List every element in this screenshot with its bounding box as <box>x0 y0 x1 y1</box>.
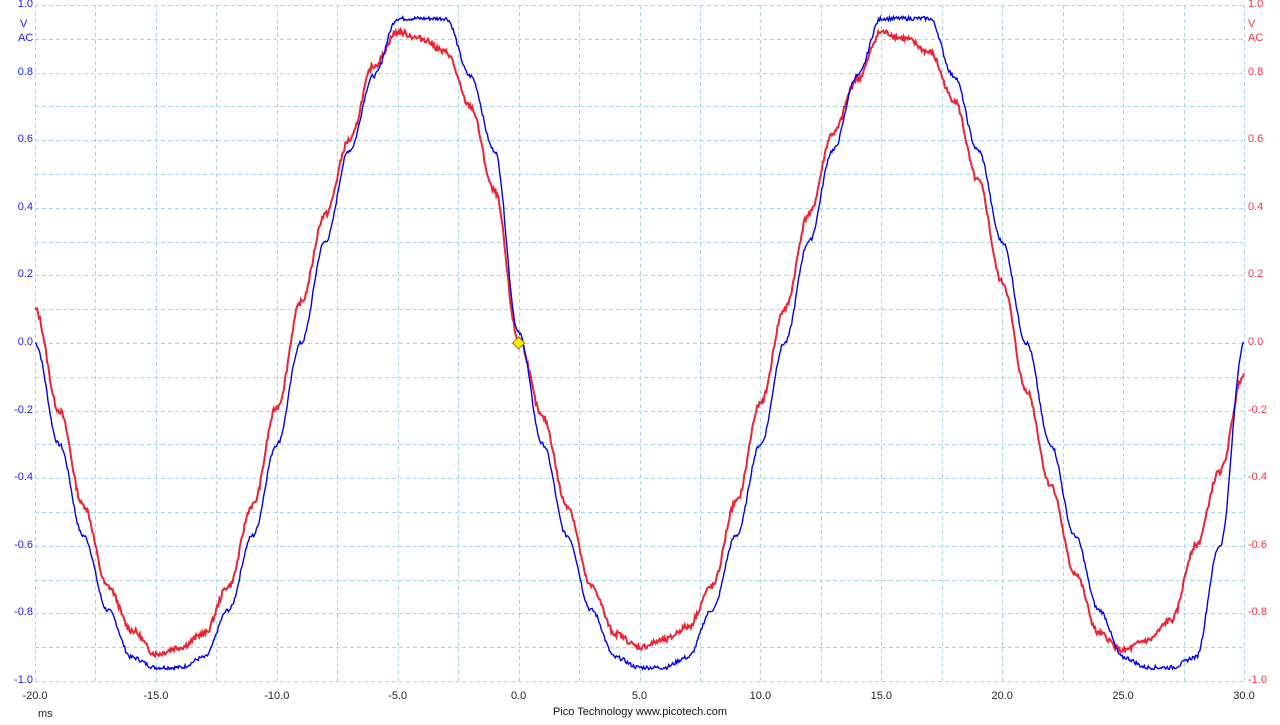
left-tick: 0.8 <box>17 65 33 78</box>
x-tick: 10.0 <box>749 690 772 702</box>
x-tick: 15.0 <box>870 690 892 702</box>
right-tick: 0.2 <box>1248 268 1264 281</box>
footer-credit: Pico Technology www.picotech.com <box>552 706 728 718</box>
left-tick: -0.2 <box>14 403 33 416</box>
channel-b-trace <box>34 26 1245 659</box>
x-tick: 30.0 <box>1233 690 1255 702</box>
channel-a-trace <box>34 14 1245 672</box>
right-tick: 1.0 <box>1248 0 1264 10</box>
right-tick: 0.0 <box>1248 336 1264 348</box>
right-tick: -1.0 <box>1248 674 1267 686</box>
x-axis-unit: ms <box>38 708 53 720</box>
left-tick: -0.4 <box>14 471 33 484</box>
x-tick: 0.0 <box>510 690 527 702</box>
right-tick: -0.2 <box>1248 403 1267 416</box>
left-tick: 0.6 <box>17 133 33 146</box>
left-tick: 1.0 <box>17 0 33 10</box>
x-tick: 20.0 <box>991 690 1013 702</box>
x-tick: -5.0 <box>388 690 408 702</box>
x-tick: -20.0 <box>22 690 48 702</box>
left-tick: 0.0 <box>17 336 33 348</box>
right-tick: 0.4 <box>1248 200 1264 213</box>
right-tick: -0.8 <box>1248 606 1267 619</box>
right-tick: 0.8 <box>1248 65 1264 78</box>
right-tick: 0.6 <box>1248 133 1264 146</box>
left-tick: -0.6 <box>14 538 33 551</box>
right-tick: -0.4 <box>1248 471 1267 484</box>
left-tick: -1.0 <box>14 674 33 686</box>
right-axis-unit: V <box>1248 18 1256 30</box>
right-tick: -0.6 <box>1248 538 1267 551</box>
graticule-grid <box>35 5 1245 682</box>
x-tick: -15.0 <box>143 690 169 702</box>
left-axis-unit: V <box>20 18 28 30</box>
x-tick: 25.0 <box>1112 690 1134 702</box>
left-tick: 0.2 <box>17 268 33 281</box>
x-tick: -10.0 <box>264 690 290 702</box>
left-tick: -0.8 <box>14 606 33 619</box>
left-tick: 0.4 <box>17 200 33 213</box>
left-axis-coupling: AC <box>18 32 34 44</box>
x-tick: 5.0 <box>631 690 648 702</box>
trigger-marker-icon[interactable] <box>512 336 526 350</box>
right-axis-coupling: AC <box>1248 32 1264 44</box>
